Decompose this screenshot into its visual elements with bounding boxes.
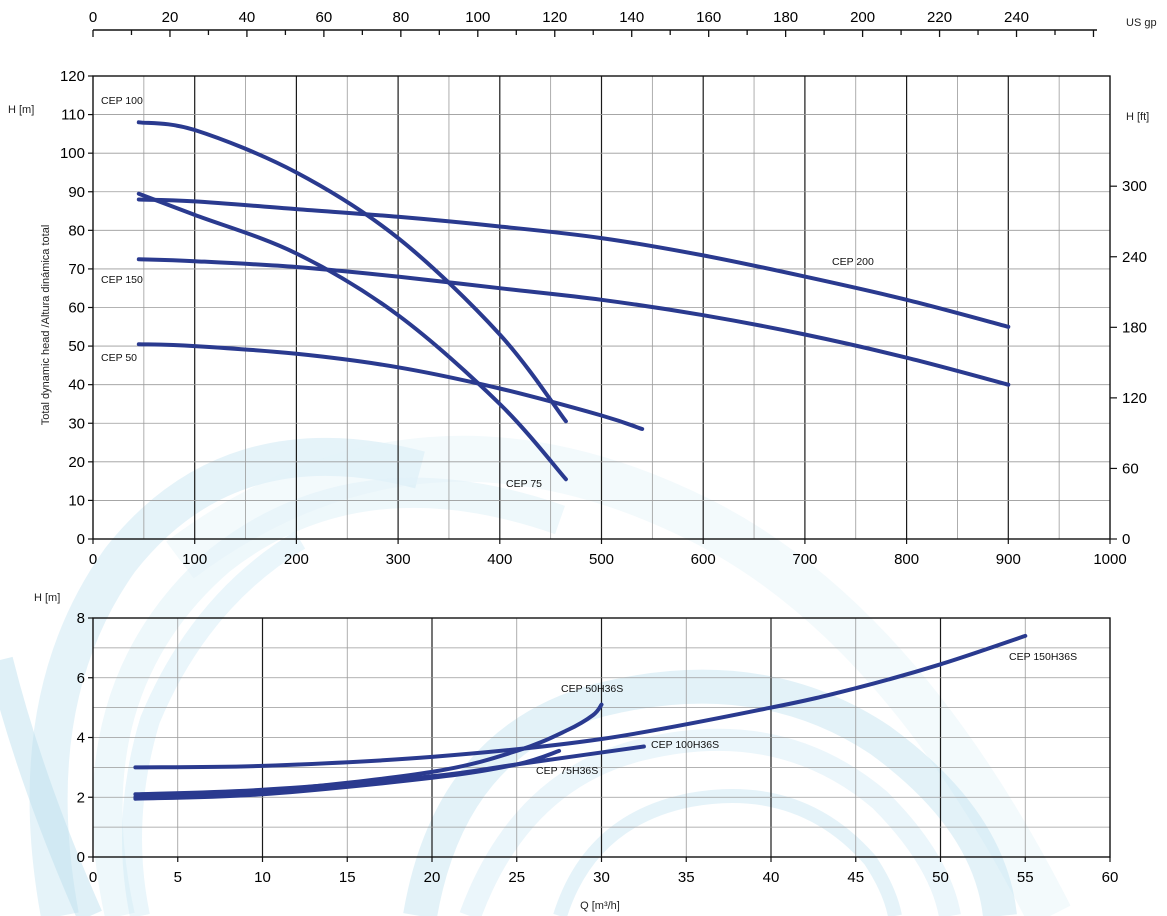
y-tick-label: 80	[68, 222, 85, 239]
curve-label-cep-150h36s: CEP 150H36S	[1009, 651, 1077, 663]
chart2-xlabel: Q [m³/h]	[580, 900, 620, 912]
y-tick-label: 100	[60, 145, 85, 162]
curve-label-cep-50h36s: CEP 50H36S	[561, 683, 623, 695]
x-tick-label: 1000	[1093, 551, 1126, 568]
us-gpm-axis: 0 20 40 60 80 100 120 140 160 180 200 220 240 US gp	[89, 9, 1157, 37]
x-tick-label: 15	[339, 869, 356, 886]
top-axis-tick-label: 160	[696, 9, 721, 26]
top-axis-tick-label: 140	[619, 9, 644, 26]
top-axis-tick-label: 20	[162, 9, 179, 26]
curve-label-cep-50: CEP 50	[101, 352, 137, 364]
top-axis-tick-label: 180	[773, 9, 798, 26]
curve-cep-150h36s	[133, 633, 1028, 770]
head-vs-flow-chart: CEP 100 CEP 75 CEP 200 CEP 150 CEP 50 0 10 20 3…	[8, 68, 1149, 568]
x-tick-label: 45	[847, 869, 864, 886]
x-tick-label: 0	[89, 551, 97, 568]
y-tick-label: 10	[68, 492, 85, 509]
curve-label-cep-75: CEP 75	[506, 478, 542, 490]
y-right-tick-label: 300	[1122, 178, 1147, 195]
y-tick-label: 120	[60, 68, 85, 85]
curve-cep-75	[136, 191, 568, 482]
x-tick-label: 200	[284, 551, 309, 568]
y-tick-label: 0	[77, 531, 85, 548]
x-tick-label: 40	[763, 869, 780, 886]
x-tick-label: 50	[932, 869, 949, 886]
x-tick-label: 25	[508, 869, 525, 886]
x-tick-label: 100	[182, 551, 207, 568]
top-axis-tick-label: 60	[316, 9, 333, 26]
top-axis-tick-label: 40	[239, 9, 256, 26]
y-tick-label: 0	[77, 849, 85, 866]
top-axis-tick-label: 220	[927, 9, 952, 26]
y-tick-label: 6	[77, 670, 85, 687]
x-tick-label: 30	[593, 869, 610, 886]
x-tick-label: 900	[996, 551, 1021, 568]
curve-label-cep-200: CEP 200	[832, 256, 874, 268]
chart1-ylabel-right-unit: H [ft]	[1126, 111, 1149, 123]
x-tick-label: 700	[792, 551, 817, 568]
y-tick-label: 20	[68, 454, 85, 471]
curve-cep-200	[136, 197, 1011, 329]
x-tick-label: 5	[174, 869, 182, 886]
top-axis-tick-label: 100	[465, 9, 490, 26]
chart1-ylabel: Total dynamic head /Altura dinámica tota…	[40, 225, 52, 426]
x-tick-label: 300	[386, 551, 411, 568]
x-tick-label: 20	[424, 869, 441, 886]
x-tick-label: 600	[691, 551, 716, 568]
x-tick-label: 55	[1017, 869, 1034, 886]
y-tick-label: 90	[68, 184, 85, 201]
y-tick-label: 110	[61, 107, 85, 124]
small-pump-chart: CEP 150H36S CEP 50H36S CEP 100H36S CEP 75H3…	[34, 592, 1118, 912]
y-right-tick-label: 240	[1122, 249, 1147, 266]
chart1-grid	[93, 76, 1110, 539]
top-axis-tick-label: 80	[392, 9, 409, 26]
y-tick-label: 40	[68, 377, 85, 394]
chart1-axes: 0 10 20 30 40 50 60 70 80 90 100 110 120 0 100 200 300 40…	[60, 68, 1147, 568]
y-right-tick-label: 180	[1122, 319, 1147, 336]
x-tick-label: 800	[894, 551, 919, 568]
curve-cep-50	[136, 342, 645, 431]
y-tick-label: 50	[68, 338, 85, 355]
chart2-ylabel-unit: H [m]	[34, 592, 60, 604]
curve-label-cep-100h36s: CEP 100H36S	[651, 739, 719, 751]
chart2-axes: 0 2 4 6 8 0 5 10 15 20 25 30 35 40 45 50 55 60	[77, 610, 1119, 886]
y-tick-label: 30	[68, 415, 85, 432]
curve-label-cep-150: CEP 150	[101, 274, 143, 286]
x-tick-label: 35	[678, 869, 695, 886]
x-tick-label: 0	[89, 869, 97, 886]
curve-label-cep-100: CEP 100	[101, 95, 143, 107]
top-axis-tick-label: 200	[850, 9, 875, 26]
curve-label-cep-75h36s: CEP 75H36S	[536, 765, 598, 777]
x-tick-label: 500	[589, 551, 614, 568]
background-swirl	[0, 435, 1071, 916]
chart1-curves: CEP 100 CEP 75 CEP 200 CEP 150 CEP 50	[101, 95, 1011, 490]
top-axis-unit: US gp	[1126, 17, 1157, 29]
y-right-tick-label: 120	[1122, 390, 1147, 407]
y-tick-label: 8	[77, 610, 85, 627]
curve-cep-75h36s	[133, 748, 562, 801]
x-tick-label: 400	[487, 551, 512, 568]
y-tick-label: 70	[68, 261, 85, 278]
x-tick-label: 10	[254, 869, 271, 886]
top-axis-tick-label: 240	[1004, 9, 1029, 26]
x-tick-label: 60	[1102, 869, 1119, 886]
y-tick-label: 60	[68, 300, 85, 317]
y-tick-label: 2	[77, 789, 85, 806]
curve-cep-150	[136, 257, 1011, 387]
top-axis-tick-label: 0	[89, 9, 97, 26]
chart1-ylabel-unit: H [m]	[8, 104, 34, 116]
y-tick-label: 4	[77, 730, 85, 747]
y-right-tick-label: 0	[1122, 531, 1130, 548]
y-right-tick-label: 60	[1122, 460, 1139, 477]
top-axis-tick-label: 120	[542, 9, 567, 26]
chart2-curves: CEP 150H36S CEP 50H36S CEP 100H36S CEP 75H3…	[133, 633, 1077, 801]
